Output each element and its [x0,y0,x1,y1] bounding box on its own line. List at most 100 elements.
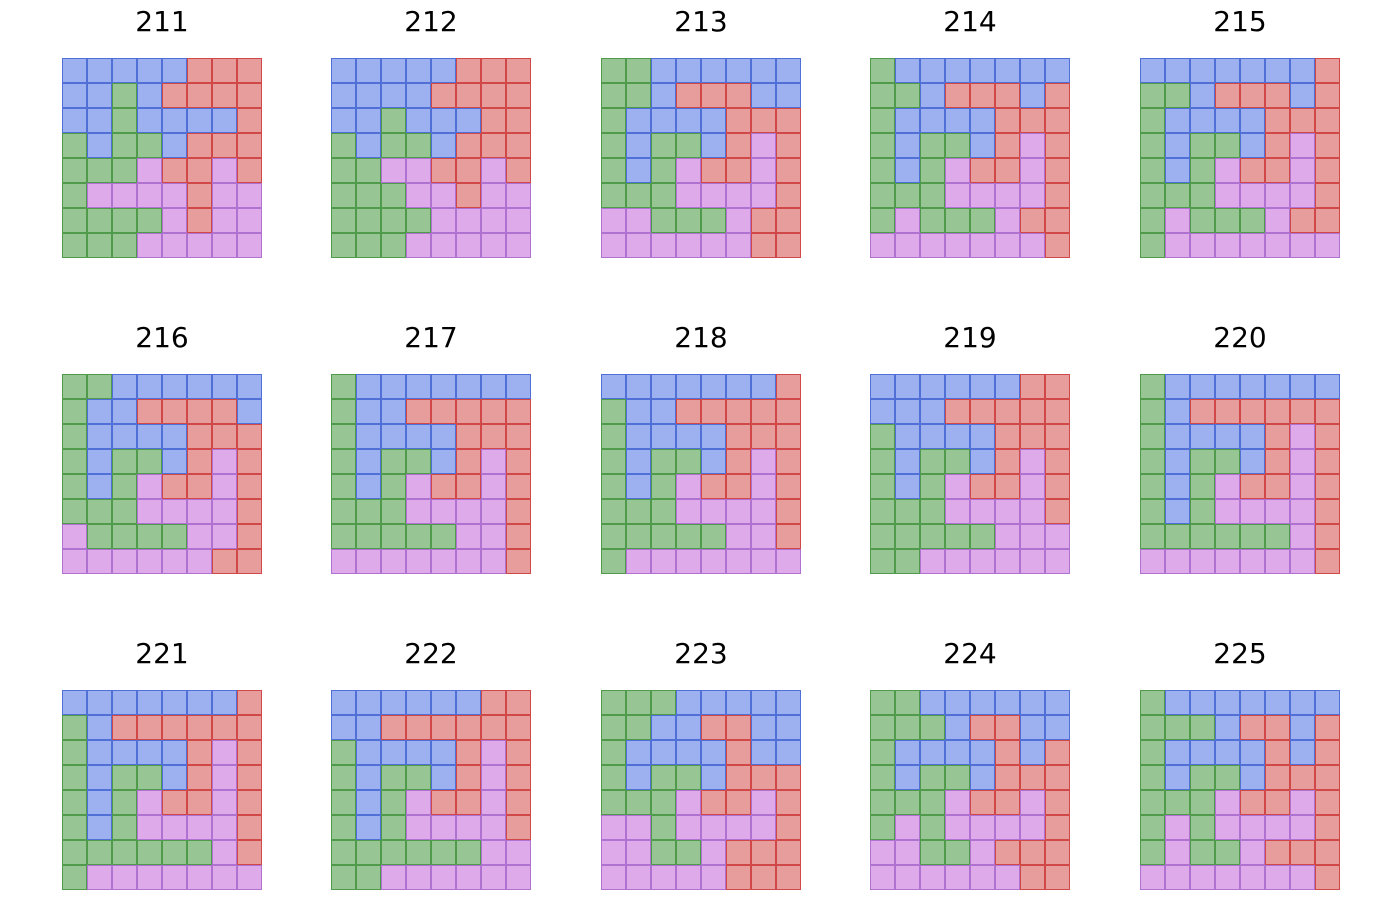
grid-cell [506,690,531,715]
grid-cell [970,108,995,133]
grid-cell [601,449,626,474]
grid-cell [1020,374,1045,399]
grid-cell [456,449,481,474]
grid-cell [506,549,531,574]
grid-cell [212,83,237,108]
grid-cell [1215,183,1240,208]
grid-cell [187,790,212,815]
grid-cell [212,840,237,865]
grid-cell [506,58,531,83]
grid-cell [1045,399,1070,424]
grid-cell [212,158,237,183]
grid-cell [895,183,920,208]
grid-cell [920,108,945,133]
grid-cell [601,549,626,574]
grid-cell [1165,815,1190,840]
grid-cell [1020,208,1045,233]
grid-cell [945,158,970,183]
grid-cell [87,549,112,574]
grid-cell [112,499,137,524]
grid-cell [895,133,920,158]
grid-cell [920,765,945,790]
grid-cell [406,233,431,258]
grid-cell [601,133,626,158]
grid-cell [187,840,212,865]
grid-cell [651,790,676,815]
grid-cell [431,374,456,399]
grid-cell [651,133,676,158]
grid-cell [1240,474,1265,499]
grid-cell [187,449,212,474]
grid-cell [1140,790,1165,815]
grid-cell [87,840,112,865]
grid-cell [506,815,531,840]
grid-cell [506,499,531,524]
grid-cell [995,133,1020,158]
grid-cell [237,108,262,133]
grid-cell [601,83,626,108]
grid-cell [356,765,381,790]
grid-cell [356,690,381,715]
grid-cell [331,233,356,258]
grid-cell [112,158,137,183]
grid-cell [601,374,626,399]
grid-cell [726,474,751,499]
grid-cell [331,158,356,183]
grid-cell [506,424,531,449]
grid-cell [1140,233,1165,258]
grid-cell [187,183,212,208]
grid-cell [1315,690,1340,715]
grid-cell [1020,715,1045,740]
grid-cell [481,233,506,258]
grid-cell [1315,233,1340,258]
grid-cell [895,399,920,424]
grid-cell [62,158,87,183]
grid-cell [945,765,970,790]
grid-cell [870,108,895,133]
grid-cell [1315,208,1340,233]
grid-cell [726,374,751,399]
grid-cell [112,715,137,740]
grid-cell [1315,524,1340,549]
grid-cell [456,58,481,83]
grid-cell [481,399,506,424]
grid-cell [381,374,406,399]
grid-cell [506,233,531,258]
grid-cell [1190,399,1215,424]
grid-cell [481,83,506,108]
grid-cell [112,740,137,765]
grid-cell [945,424,970,449]
grid-cell [1165,399,1190,424]
grid-cell [212,183,237,208]
grid-cell [626,399,651,424]
puzzle-grid [62,374,262,574]
grid-cell [995,449,1020,474]
grid-cell [1140,58,1165,83]
grid-cell [506,524,531,549]
grid-cell [381,815,406,840]
grid-cell [945,840,970,865]
grid-cell [381,790,406,815]
grid-cell [945,815,970,840]
grid-cell [651,233,676,258]
grid-cell [776,158,801,183]
grid-cell [1290,815,1315,840]
grid-cell [870,524,895,549]
grid-cell [701,815,726,840]
grid-cell [870,208,895,233]
grid-cell [995,790,1020,815]
grid-cell [676,158,701,183]
grid-cell [1240,208,1265,233]
grid-cell [137,133,162,158]
grid-cell [356,815,381,840]
grid-cell [895,765,920,790]
grid-cell [237,133,262,158]
grid-cell [995,715,1020,740]
grid-cell [456,790,481,815]
grid-cell [1215,765,1240,790]
grid-cell [945,790,970,815]
grid-cell [776,815,801,840]
grid-cell [920,374,945,399]
grid-cell [1290,865,1315,890]
